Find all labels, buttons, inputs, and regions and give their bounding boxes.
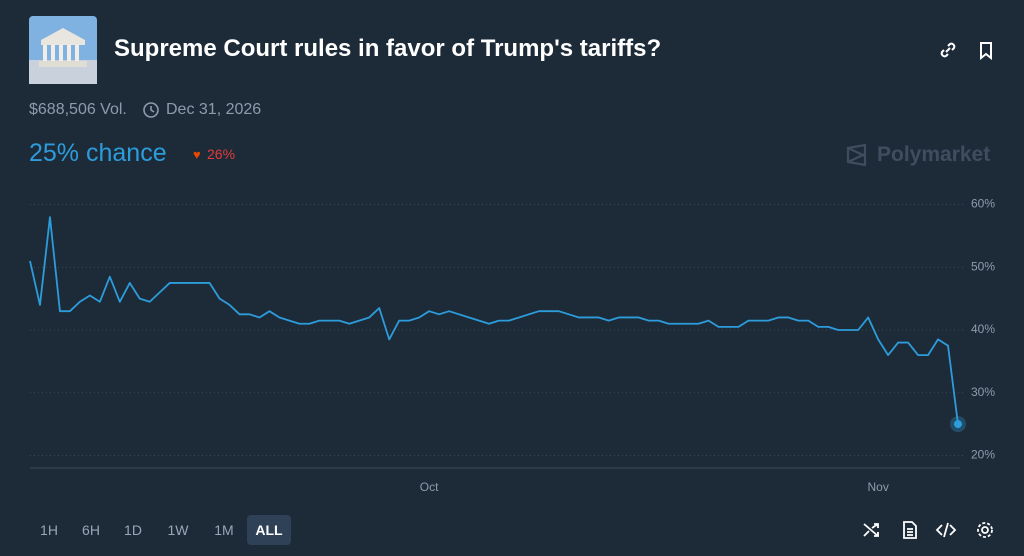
- volume: $688,506 Vol.: [29, 101, 127, 118]
- change: 26%: [207, 146, 236, 162]
- title: Supreme Court rules in favor of Trump's …: [114, 35, 662, 62]
- change-arrow: ♥: [193, 147, 201, 162]
- y-tick-label: 60%: [971, 197, 995, 211]
- y-tick-label: 40%: [971, 322, 995, 336]
- end-date: Dec 31, 2026: [166, 101, 262, 118]
- shuffle-icon[interactable]: [863, 523, 879, 537]
- range-button[interactable]: 1D: [124, 522, 142, 538]
- settings-icon[interactable]: [977, 522, 993, 538]
- clock-icon: [143, 102, 159, 118]
- y-tick-label: 30%: [971, 385, 995, 399]
- chance: 25% chance: [29, 139, 167, 167]
- range-button[interactable]: 1M: [214, 522, 234, 538]
- market-image: [29, 16, 97, 84]
- y-tick-label: 50%: [971, 259, 995, 273]
- end-point: [954, 420, 962, 429]
- range-button[interactable]: 1H: [40, 522, 58, 538]
- brand: Polymarket: [877, 143, 991, 166]
- range-button[interactable]: 1W: [167, 522, 189, 538]
- y-tick-label: 20%: [971, 448, 995, 462]
- tool-icons: [863, 521, 993, 539]
- doc-icon[interactable]: [903, 521, 917, 539]
- line: [29, 216, 959, 425]
- x-tick-label: Oct: [420, 480, 439, 494]
- brand-logo: [846, 143, 867, 167]
- link-icon[interactable]: [938, 40, 958, 60]
- range-button[interactable]: ALL: [247, 515, 291, 545]
- embed-icon[interactable]: [935, 522, 957, 538]
- bookmark-icon[interactable]: [976, 40, 996, 60]
- range-button[interactable]: 6H: [82, 522, 100, 538]
- x-tick-label: Nov: [868, 480, 889, 494]
